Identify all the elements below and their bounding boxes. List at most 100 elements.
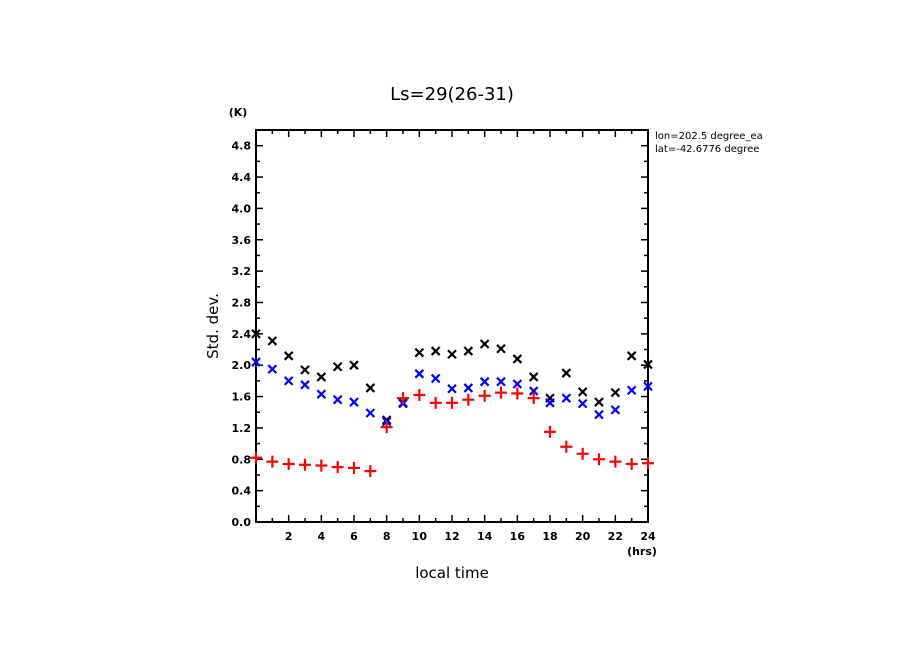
point-blue-11 <box>430 373 441 384</box>
point-red-9 <box>397 392 409 405</box>
point-red-0 <box>250 451 262 464</box>
point-red-19 <box>560 440 573 453</box>
y-unit-label: (K) <box>229 106 248 119</box>
point-red-10 <box>413 388 426 401</box>
x-tick-label: 4 <box>318 530 326 543</box>
point-red-21 <box>593 453 605 466</box>
point-blue-18 <box>545 398 555 408</box>
y-tick-label: 4.4 <box>232 171 252 184</box>
point-black-4 <box>316 372 327 382</box>
ticks: 2 4 6 8 10 12 14 16 18 20 22 240.00.40.81.21.62.02.… <box>232 130 656 543</box>
point-black-11 <box>430 346 441 356</box>
point-red-11 <box>429 396 442 409</box>
point-red-20 <box>576 447 589 460</box>
point-black-19 <box>561 368 572 378</box>
point-blue-3 <box>300 380 310 390</box>
y-axis-title: Std. dev. <box>204 293 222 359</box>
point-black-2 <box>283 351 294 361</box>
x-tick-label: 14 <box>477 530 493 543</box>
y-tick-label: 3.2 <box>232 265 252 278</box>
y-tick-label: 4.8 <box>232 140 252 153</box>
x-tick-label: 16 <box>510 530 526 543</box>
y-tick-label: 1.6 <box>232 391 252 404</box>
annotation-lat: lat=-42.6776 degree <box>655 144 759 155</box>
point-blue-22 <box>610 405 621 415</box>
point-blue-24 <box>643 381 653 392</box>
point-red-16 <box>511 387 524 400</box>
point-black-17 <box>528 372 539 382</box>
point-black-14 <box>479 339 490 349</box>
x-tick-label: 18 <box>542 530 557 543</box>
point-red-13 <box>462 393 475 406</box>
point-black-24 <box>643 359 653 370</box>
point-black-5 <box>332 361 343 372</box>
point-red-17 <box>527 392 540 405</box>
point-blue-5 <box>332 394 343 405</box>
point-red-14 <box>478 389 491 402</box>
data-marks <box>250 329 654 478</box>
point-red-6 <box>348 461 360 474</box>
point-black-10 <box>414 347 425 358</box>
point-red-12 <box>446 396 458 409</box>
point-red-23 <box>625 457 638 470</box>
point-blue-15 <box>496 376 506 387</box>
y-tick-label: 4.0 <box>232 202 252 215</box>
y-tick-label: 2.8 <box>232 296 252 309</box>
point-red-2 <box>282 457 295 470</box>
point-blue-7 <box>365 408 376 418</box>
point-red-22 <box>609 455 622 468</box>
point-black-20 <box>577 387 588 397</box>
x-tick-label: 10 <box>412 530 428 543</box>
x-tick-label: 2 <box>285 530 293 543</box>
x-unit-label: (hrs) <box>627 545 657 558</box>
point-black-22 <box>610 387 621 398</box>
point-blue-23 <box>626 385 637 396</box>
point-blue-20 <box>577 398 588 409</box>
point-red-7 <box>364 465 377 478</box>
point-red-18 <box>544 425 556 438</box>
point-blue-13 <box>463 383 474 393</box>
y-tick-label: 0.4 <box>232 485 252 498</box>
y-tick-label: 0.8 <box>232 453 252 466</box>
x-tick-label: 24 <box>640 530 656 543</box>
point-blue-21 <box>594 409 604 420</box>
point-black-23 <box>626 351 637 361</box>
point-black-21 <box>594 397 604 407</box>
x-tick-label: 20 <box>575 530 591 543</box>
x-axis-title: local time <box>415 564 489 582</box>
point-red-4 <box>315 459 328 472</box>
y-tick-label: 0.0 <box>232 516 252 529</box>
x-tick-label: 12 <box>444 530 459 543</box>
point-black-15 <box>496 343 506 354</box>
point-black-16 <box>512 354 523 364</box>
point-black-0 <box>251 329 261 339</box>
point-black-1 <box>267 336 278 346</box>
x-tick-label: 22 <box>608 530 623 543</box>
point-blue-2 <box>283 376 294 386</box>
point-blue-4 <box>316 389 327 399</box>
point-blue-0 <box>251 357 261 367</box>
y-tick-label: 2.4 <box>232 328 252 341</box>
annotation-lon: lon=202.5 degree_ea <box>655 131 763 142</box>
x-tick-label: 6 <box>350 530 358 543</box>
plot-frame <box>255 129 649 523</box>
point-blue-19 <box>561 393 572 403</box>
point-black-6 <box>349 360 359 370</box>
point-blue-16 <box>512 379 523 389</box>
point-blue-1 <box>267 364 278 374</box>
y-tick-label: 2.0 <box>232 359 252 372</box>
point-red-1 <box>266 455 279 468</box>
y-tick-label: 3.6 <box>232 234 252 247</box>
point-red-8 <box>380 421 393 434</box>
point-blue-14 <box>479 376 490 387</box>
point-black-3 <box>300 365 310 375</box>
point-blue-10 <box>414 369 425 379</box>
point-black-8 <box>381 415 392 425</box>
point-black-13 <box>463 346 474 356</box>
x-tick-label: 8 <box>383 530 391 543</box>
chart-title: Ls=29(26-31) <box>390 84 514 105</box>
point-blue-17 <box>528 386 539 396</box>
point-red-24 <box>642 457 654 470</box>
point-black-7 <box>365 383 376 393</box>
